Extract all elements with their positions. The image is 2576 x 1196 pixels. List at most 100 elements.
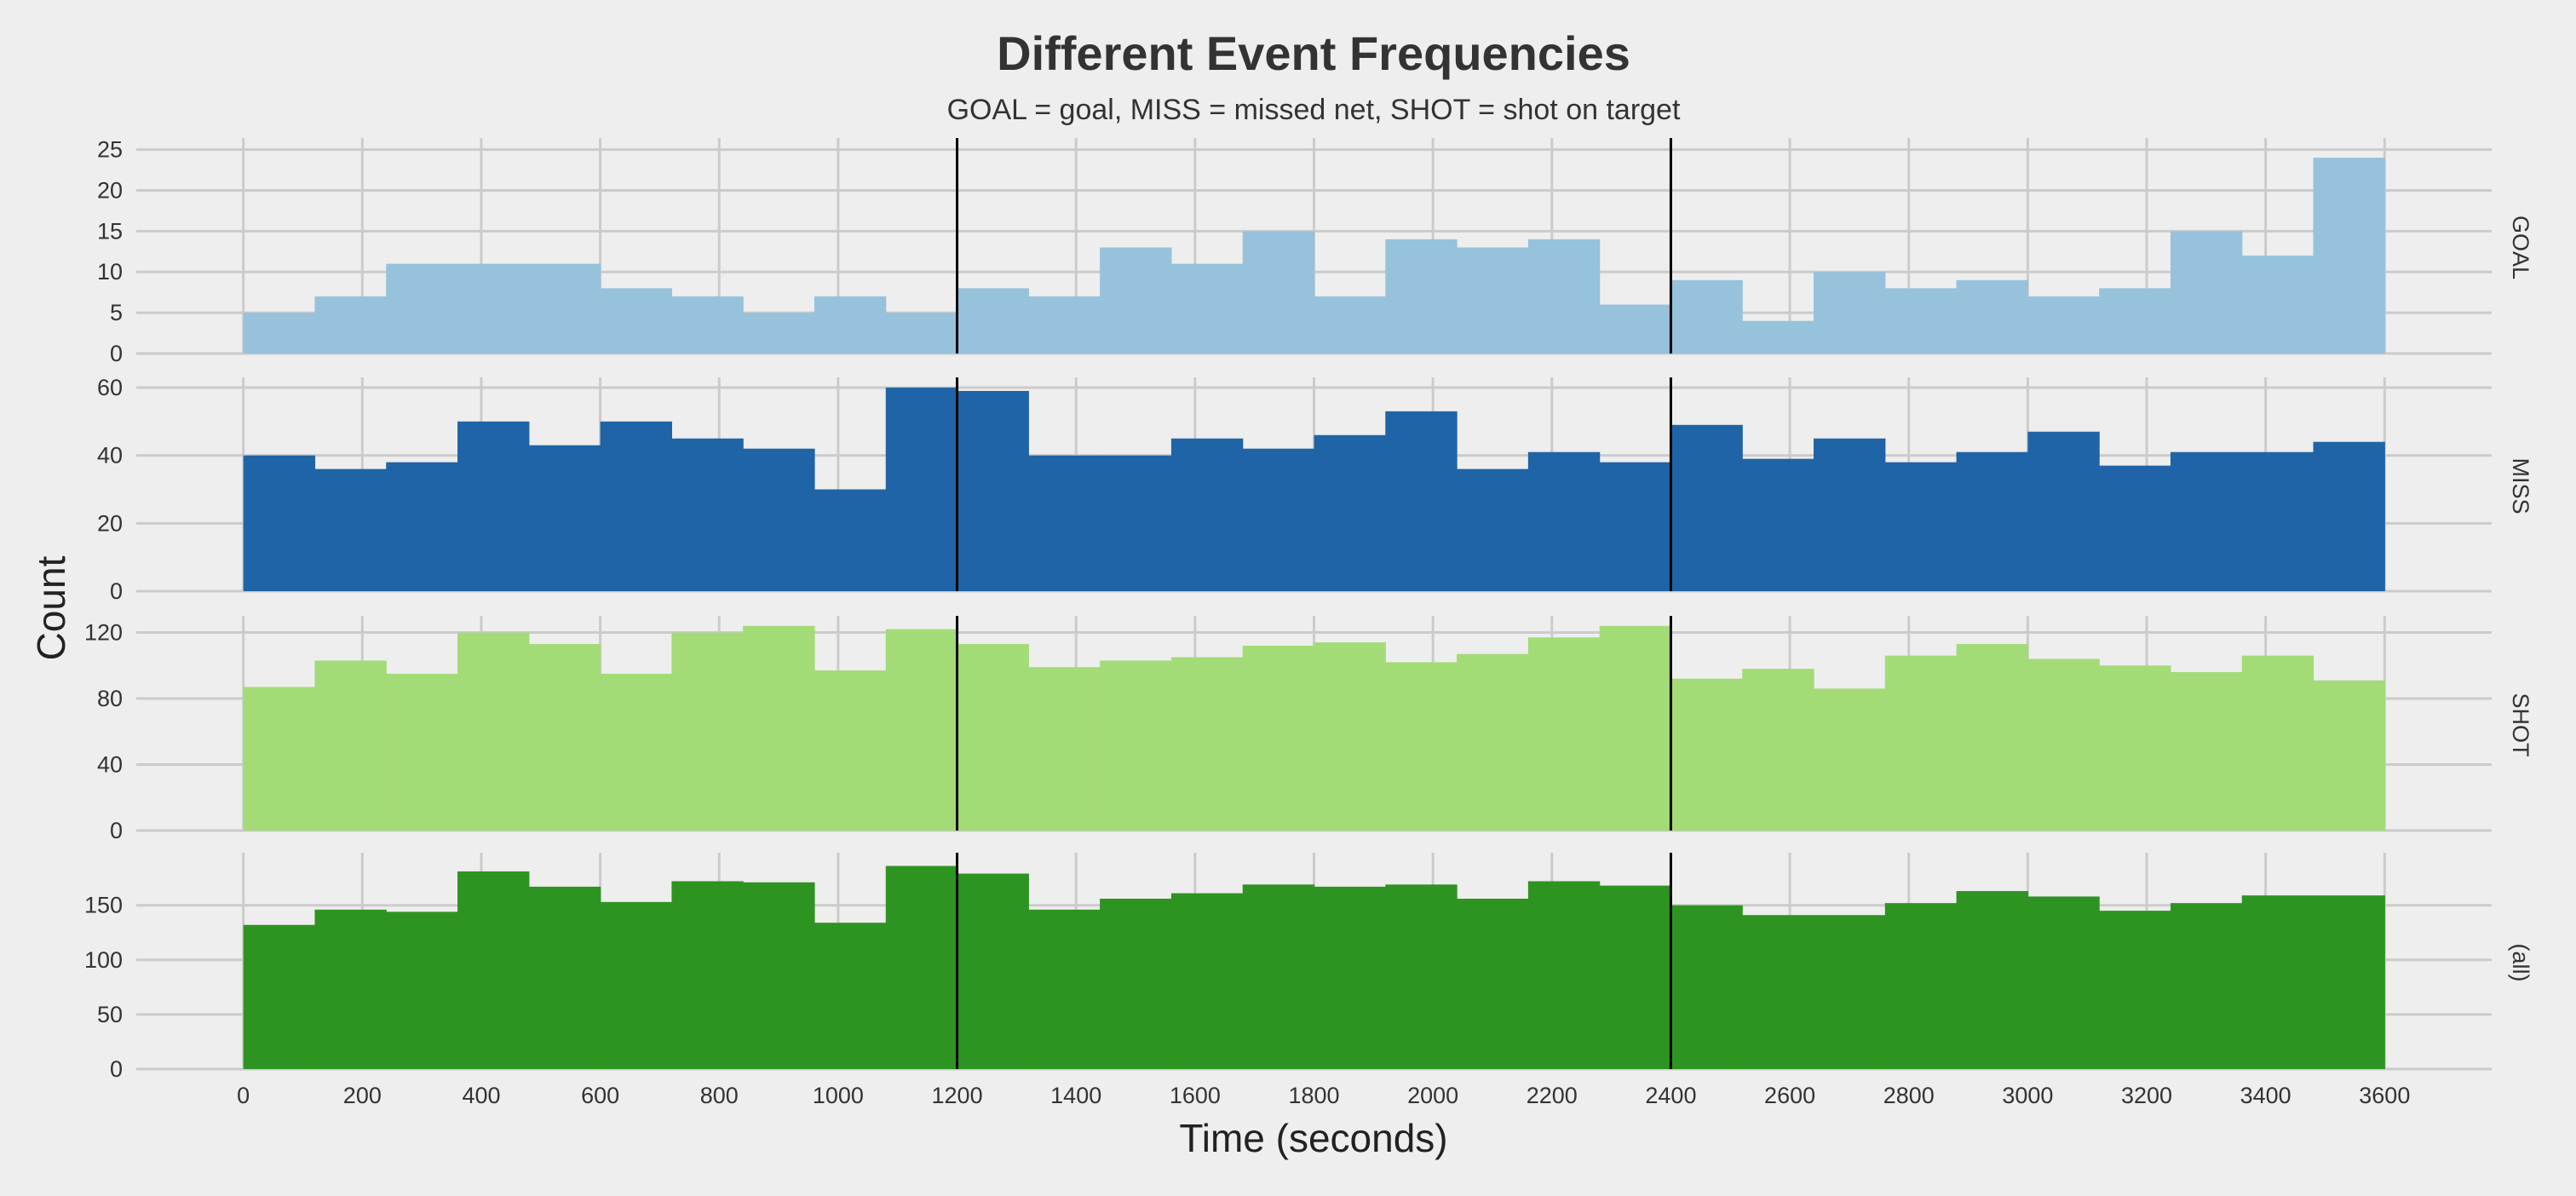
bar	[1170, 657, 1244, 831]
x-tick-label: 3000	[2002, 1083, 2053, 1108]
bar	[957, 873, 1029, 1069]
bar	[814, 670, 887, 831]
bar	[2241, 655, 2314, 831]
bar	[2099, 665, 2171, 831]
panel-shot: 0 40 80 120 SHOT	[84, 616, 2533, 843]
x-tick-label: 1800	[1288, 1083, 1339, 1108]
bar	[1170, 263, 1244, 354]
bar	[457, 263, 530, 354]
bar	[1670, 905, 1743, 1069]
bar	[1457, 653, 1529, 831]
x-tick-label: 2800	[1883, 1083, 1935, 1108]
bar	[1742, 458, 1814, 591]
y-tick-label: 50	[97, 1002, 123, 1027]
bar	[1314, 296, 1386, 354]
bar	[314, 296, 387, 354]
bar	[528, 644, 601, 831]
x-axis: 0 200 400 600 800 1000 1200 1400 1600 1800 2000 220…	[237, 1083, 2410, 1108]
bar	[1527, 881, 1601, 1069]
y-tick-label: 100	[84, 947, 123, 973]
y-tick-label: 40	[97, 752, 123, 778]
bar	[243, 924, 316, 1069]
y-tick-label: 0	[110, 818, 123, 843]
bar	[457, 632, 530, 831]
bar	[671, 296, 744, 354]
bar	[2099, 288, 2171, 354]
x-tick-label: 2200	[1527, 1083, 1578, 1108]
bar	[2099, 465, 2171, 591]
bar	[243, 313, 316, 354]
bar	[671, 881, 744, 1069]
y-tick-label: 120	[84, 620, 123, 646]
bar	[1100, 899, 1172, 1069]
bar	[1670, 279, 1743, 354]
bar	[2313, 895, 2385, 1069]
bar	[1670, 678, 1743, 831]
bar	[957, 644, 1029, 831]
y-axis-label: Count	[29, 555, 73, 660]
bar	[957, 390, 1029, 591]
bar	[1599, 625, 1672, 831]
bar	[2027, 296, 2100, 354]
bar	[957, 288, 1029, 354]
bar	[2313, 158, 2385, 354]
x-tick-label: 1400	[1050, 1083, 1101, 1108]
bar	[1884, 903, 1958, 1069]
bar	[386, 263, 458, 354]
bar	[243, 455, 316, 591]
chart-title: Different Event Frequencies	[997, 26, 1630, 80]
x-tick-label: 3400	[2240, 1083, 2291, 1108]
bar	[2170, 451, 2243, 591]
bar	[2027, 431, 2100, 591]
bar	[1100, 660, 1172, 831]
bar	[1742, 320, 1814, 354]
bar	[1527, 239, 1601, 354]
panels-group: 0 5 10 15 20 25 GOAL 0 20 40 60 MISS 0 40 80 120 SHOT 0 50…	[84, 137, 2533, 1108]
bar	[814, 296, 887, 354]
bar	[1314, 434, 1386, 591]
bar	[2241, 256, 2314, 354]
bar	[1457, 469, 1529, 591]
bar	[457, 421, 530, 591]
facet-label: GOAL	[2508, 216, 2533, 279]
x-tick-label: 1600	[1170, 1083, 1221, 1108]
x-tick-label: 800	[700, 1083, 739, 1108]
bar	[1884, 462, 1958, 591]
x-tick-label: 2400	[1645, 1083, 1696, 1108]
bar	[600, 673, 673, 831]
y-tick-label: 60	[97, 375, 123, 400]
bar	[528, 886, 601, 1069]
bar	[1956, 279, 2028, 354]
bar	[1385, 411, 1458, 591]
bar	[2099, 911, 2171, 1069]
facet-label: SHOT	[2508, 693, 2533, 756]
bar	[743, 448, 815, 591]
bar	[1385, 239, 1458, 354]
panel-goal: 0 5 10 15 20 25 GOAL	[97, 137, 2533, 366]
x-tick-label: 1000	[813, 1083, 864, 1108]
bar	[1028, 296, 1101, 354]
bar	[2241, 895, 2314, 1069]
bar	[1527, 637, 1601, 831]
bar	[1170, 893, 1244, 1069]
bar	[1814, 272, 1886, 354]
bar	[671, 438, 744, 591]
bar	[1599, 304, 1672, 354]
x-tick-label: 600	[581, 1083, 619, 1108]
bar	[1314, 886, 1386, 1069]
bar	[1670, 424, 1743, 591]
x-tick-label: 400	[462, 1083, 500, 1108]
bar	[600, 901, 673, 1069]
y-tick-label: 15	[97, 218, 123, 244]
bar	[1956, 644, 2028, 831]
y-tick-label: 0	[110, 578, 123, 604]
facet-label: MISS	[2508, 457, 2533, 514]
bar	[1028, 455, 1101, 591]
panel-all: 0 50 100 150 (all)	[84, 853, 2533, 1082]
bar	[1457, 247, 1529, 354]
bar	[528, 263, 601, 354]
bar	[1956, 891, 2028, 1069]
bar	[2170, 903, 2243, 1069]
bar	[314, 469, 387, 591]
